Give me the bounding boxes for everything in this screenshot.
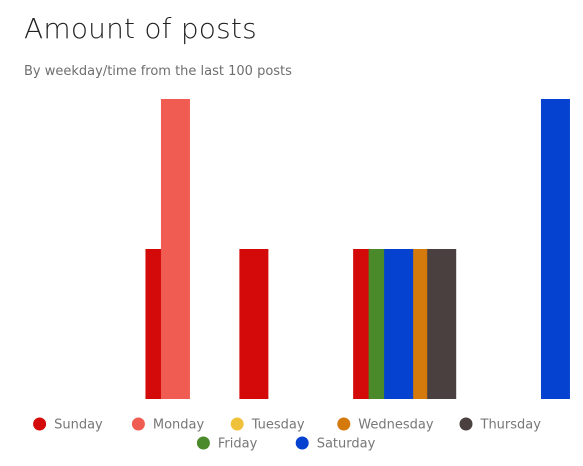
legend-label-tuesday[interactable]: Tuesday <box>251 418 305 433</box>
bar-saturday-11[interactable] <box>540 99 570 399</box>
legend-marker-monday[interactable] <box>131 417 145 431</box>
bar-saturday-7[interactable] <box>384 249 414 399</box>
bar-thursday-8[interactable] <box>427 249 457 399</box>
legend-label-sunday[interactable]: Sunday <box>54 418 103 433</box>
legend-marker-wednesday[interactable] <box>337 417 351 431</box>
legend-label-saturday[interactable]: Saturday <box>317 437 376 452</box>
chart-subtitle: By weekday/time from the last 100 posts <box>24 64 292 79</box>
legend-label-monday[interactable]: Monday <box>153 418 205 433</box>
legend-marker-friday[interactable] <box>196 436 210 450</box>
legend-label-wednesday[interactable]: Wednesday <box>358 418 434 433</box>
legend-marker-tuesday[interactable] <box>230 417 244 431</box>
legend-label-friday[interactable]: Friday <box>218 437 258 452</box>
bar-sunday-4[interactable] <box>239 249 269 399</box>
chart-title: Amount of posts <box>24 12 257 45</box>
legend-marker-thursday[interactable] <box>459 417 473 431</box>
legend-label-thursday[interactable]: Thursday <box>480 418 542 433</box>
legend-marker-saturday[interactable] <box>295 436 309 450</box>
bar-monday-2[interactable] <box>160 99 190 399</box>
legend-marker-sunday[interactable] <box>33 417 47 431</box>
